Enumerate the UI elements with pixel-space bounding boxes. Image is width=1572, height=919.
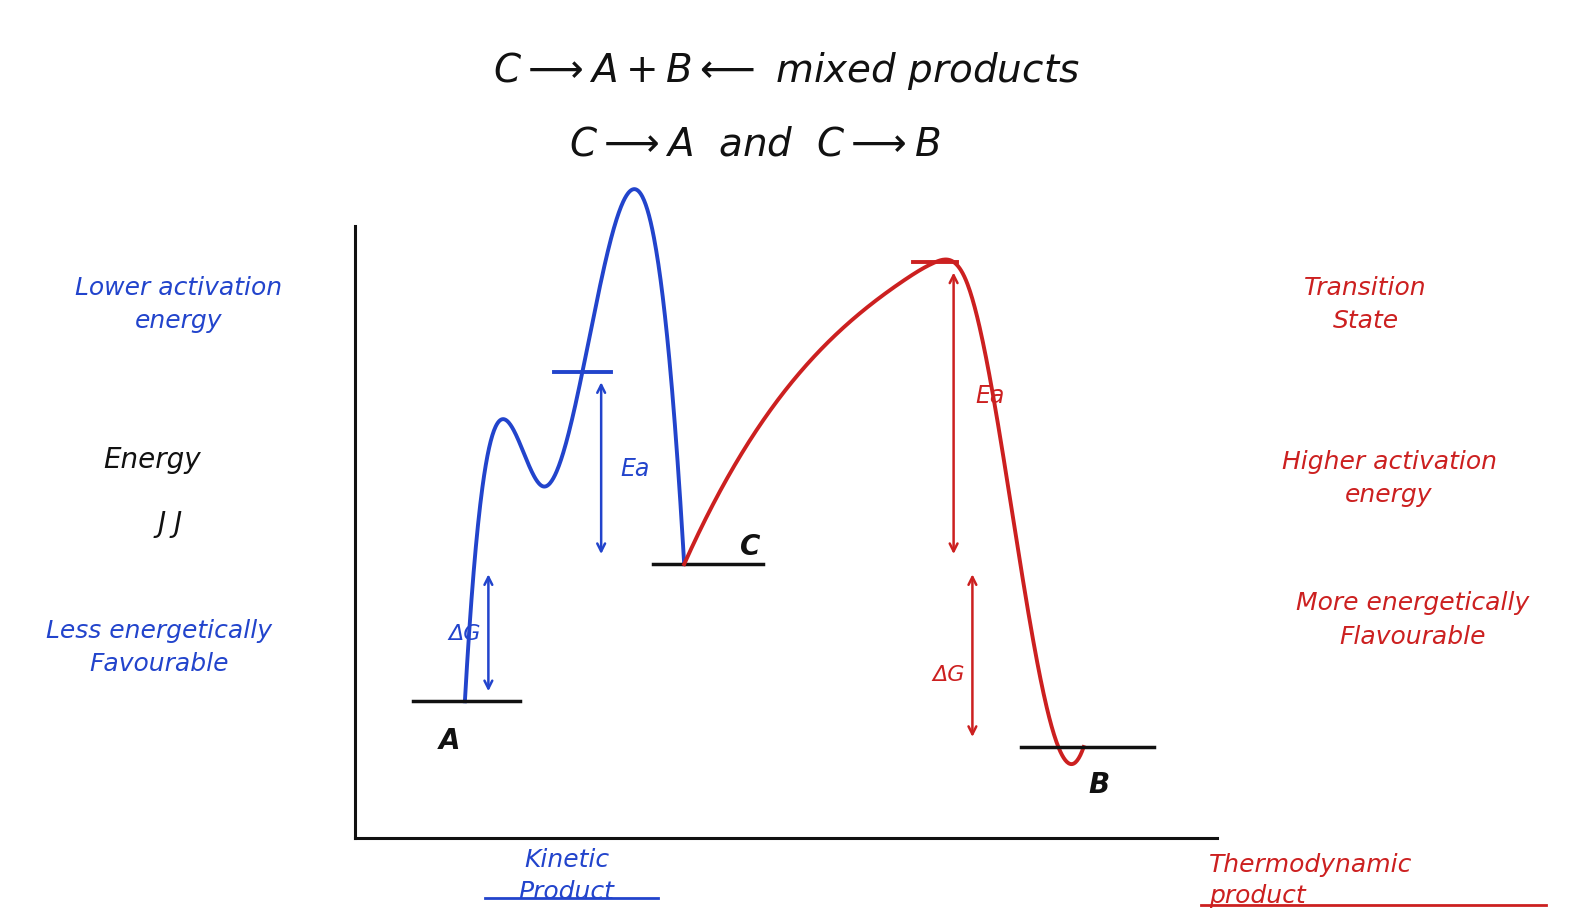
Text: C: C: [740, 532, 761, 561]
Text: ΔG: ΔG: [932, 664, 965, 684]
Text: B: B: [1089, 770, 1110, 798]
Text: Ea: Ea: [619, 457, 649, 481]
Text: Transition
State: Transition State: [1305, 276, 1427, 333]
Text: Higher activation
energy: Higher activation energy: [1281, 449, 1497, 506]
Text: Kinetic
Product: Kinetic Product: [519, 847, 615, 902]
Text: $C \longrightarrow A+B \longleftarrow$ mixed products: $C \longrightarrow A+B \longleftarrow$ m…: [492, 51, 1080, 92]
Text: Thermodynamic
product: Thermodynamic product: [1209, 852, 1412, 907]
Text: Less energetically
Favourable: Less energetically Favourable: [47, 618, 272, 675]
Text: A: A: [439, 726, 461, 754]
Text: ΔG: ΔG: [448, 623, 481, 643]
Text: Ea: Ea: [976, 383, 1005, 407]
Text: More energetically
Flavourable: More energetically Flavourable: [1295, 591, 1530, 648]
Text: Energy: Energy: [102, 446, 200, 473]
Text: $C \longrightarrow A$  and  $C \longrightarrow B$: $C \longrightarrow A$ and $C \longrighta…: [569, 125, 940, 164]
Text: Lower activation
energy: Lower activation energy: [74, 276, 281, 333]
Text: J J: J J: [157, 509, 182, 538]
